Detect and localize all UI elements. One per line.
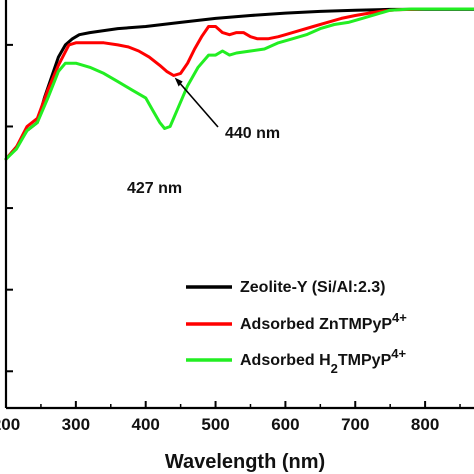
y-axis-ticks (6, 43, 13, 373)
x-axis-ticks: 200 300 400 500 600 700 800 (0, 401, 461, 434)
legend-label: Adsorbed ZnTMPyP4+ (240, 310, 407, 334)
x-tick-label: 400 (132, 415, 160, 434)
arrow-head (174, 77, 183, 87)
x-tick-label: 500 (201, 415, 229, 434)
peak-label-427: 427 nm (127, 180, 182, 197)
plot-lines (4, 7, 474, 161)
legend: Zeolite-Y (Si/Al:2.3) Adsorbed ZnTMPyP4+ A… (186, 279, 407, 376)
series-line (4, 7, 474, 161)
x-tick-label: 600 (271, 415, 299, 434)
legend-label: Zeolite-Y (Si/Al:2.3) (240, 279, 386, 296)
annotation-arrow (176, 78, 219, 128)
peak-label-440: 440 nm (225, 125, 280, 142)
series-line (4, 7, 474, 161)
x-tick-label: 200 (0, 415, 20, 434)
x-axis-title: Wavelength (nm) (165, 451, 325, 473)
legend-label: Adsorbed H2TMPyP4+ (240, 346, 406, 376)
x-tick-label: 700 (341, 415, 369, 434)
peak-annotations: 440 nm 427 nm (127, 77, 280, 197)
x-tick-label: 800 (411, 415, 439, 434)
axes (4, 0, 474, 410)
x-tick-label: 300 (62, 415, 90, 434)
